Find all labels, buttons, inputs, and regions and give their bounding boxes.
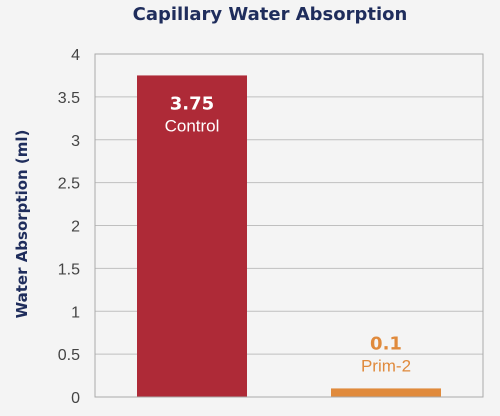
y-axis-ticks: 0 0.5 1 1.5 2 2.5 3 3.5 4: [58, 47, 80, 407]
y-tick-label: 2.5: [58, 176, 80, 193]
bar-prim-2: [331, 388, 441, 397]
y-tick-label: 2: [71, 219, 80, 236]
y-axis-label: Water Absorption (ml): [13, 130, 31, 319]
category-label: Prim-2: [361, 356, 411, 375]
y-tick-label: 1.5: [58, 261, 80, 278]
y-tick-label: 3: [71, 133, 80, 150]
y-tick-label: 0: [71, 390, 80, 407]
data-label-value: 3.75: [170, 93, 214, 114]
y-tick-label: 0.5: [58, 347, 80, 364]
y-tick-label: 4: [71, 47, 80, 64]
chart-title: Capillary Water Absorption: [133, 4, 408, 25]
y-tick-label: 1: [71, 304, 80, 321]
data-label-value: 0.1: [370, 333, 402, 354]
y-tick-label: 3.5: [58, 90, 80, 107]
category-label: Control: [165, 116, 220, 135]
